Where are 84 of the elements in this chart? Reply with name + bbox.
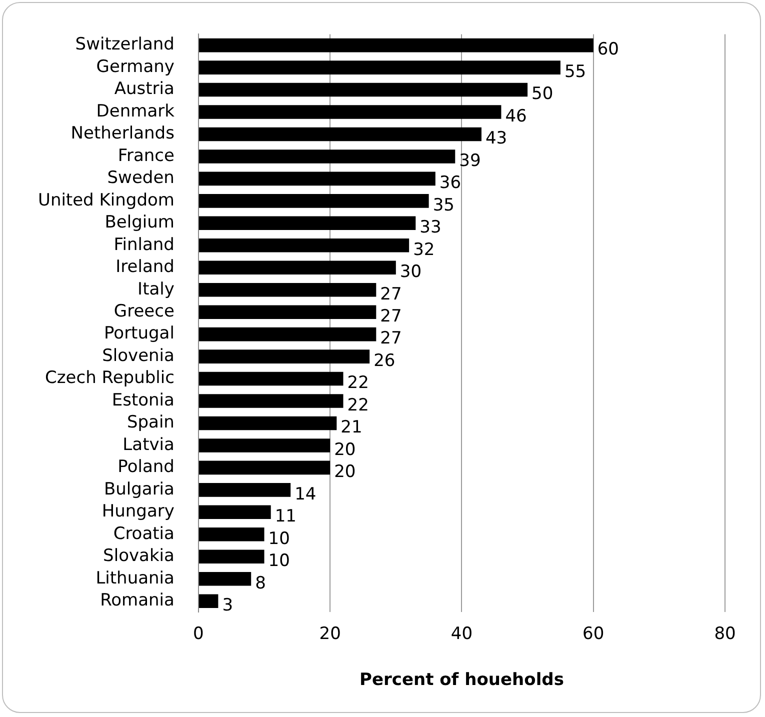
bar [198, 327, 376, 342]
data-label: 27 [380, 306, 402, 327]
x-tick-label: 40 [450, 624, 473, 644]
data-label: 21 [340, 418, 362, 438]
bar [198, 572, 252, 586]
data-label: 60 [597, 40, 620, 60]
data-label: 26 [374, 350, 396, 371]
y-tick-label: Portugal [104, 324, 174, 344]
data-label: 20 [334, 462, 356, 482]
data-label: 8 [255, 573, 266, 594]
y-tick-label: Germany [96, 56, 174, 77]
x-axis-title: Percent of houeholds [360, 670, 564, 690]
y-tick-label: Finland [114, 234, 174, 255]
y-tick-label: Netherlands [70, 124, 175, 144]
y-tick-label: Switzerland [75, 34, 174, 55]
data-label: 35 [432, 195, 454, 216]
data-label: 55 [564, 62, 586, 82]
data-label: 22 [347, 395, 369, 416]
y-tick-label: Spain [126, 412, 174, 433]
y-tick-label: Croatia [113, 524, 174, 544]
y-tick-label: Poland [118, 457, 174, 478]
y-tick-label: Belgium [104, 212, 174, 233]
bar [198, 216, 416, 230]
bar [198, 238, 410, 252]
data-label: 32 [413, 240, 435, 260]
y-tick-label: Ireland [116, 257, 174, 278]
bar [198, 528, 264, 542]
bar [198, 483, 291, 497]
bar [198, 282, 376, 297]
bar [198, 372, 344, 386]
data-label: 27 [380, 328, 402, 349]
bar [198, 127, 482, 142]
bar [198, 38, 594, 52]
x-tick-label: 80 [714, 624, 736, 644]
y-tick-label: United Kingdom [38, 190, 174, 210]
x-tick-label: 0 [193, 624, 204, 644]
bar [198, 394, 344, 408]
data-label: 20 [334, 440, 356, 460]
bar [198, 60, 560, 74]
bar [198, 416, 337, 430]
y-tick-label: Denmark [96, 101, 175, 122]
y-tick-label: Romania [100, 590, 174, 611]
y-tick-label: Austria [114, 79, 174, 100]
data-label: 27 [380, 284, 402, 304]
data-label: 11 [274, 506, 296, 527]
y-tick-label: Czech Republic [45, 368, 174, 388]
y-tick-label: Sweden [107, 168, 174, 188]
data-label: 33 [420, 218, 442, 238]
data-label: 10 [268, 528, 290, 549]
bar [198, 460, 330, 475]
y-tick-label: Latvia [122, 434, 174, 455]
y-tick-label: France [118, 146, 174, 166]
data-label: 14 [294, 484, 316, 504]
bar [198, 438, 330, 452]
y-tick-label: Slovenia [102, 346, 174, 366]
data-label: 30 [400, 262, 422, 282]
bar [198, 350, 370, 364]
bar [198, 305, 376, 319]
data-label: 22 [347, 373, 369, 394]
data-label: 10 [268, 551, 290, 572]
bar [198, 260, 396, 275]
bar [198, 194, 429, 208]
bar [198, 172, 436, 186]
y-tick-label: Lithuania [96, 568, 174, 588]
bar [198, 505, 271, 520]
y-tick-label: Slovakia [103, 546, 174, 566]
bar [198, 150, 456, 164]
bar [198, 594, 218, 608]
bar [198, 550, 264, 564]
data-label: 46 [505, 106, 527, 126]
y-tick-label: Italy [138, 279, 174, 300]
y-tick-label: Estonia [112, 390, 174, 410]
data-label: 43 [485, 128, 508, 149]
data-label: 39 [459, 150, 481, 171]
data-label: 50 [532, 84, 554, 104]
x-tick-label: 20 [319, 624, 341, 644]
bar [198, 82, 528, 97]
data-label: 3 [222, 596, 234, 616]
bar [198, 105, 502, 119]
y-tick-label: Hungary [102, 502, 174, 522]
y-tick-label: Bulgaria [104, 479, 174, 500]
y-tick-label: Greece [114, 302, 174, 322]
data-label: 36 [439, 173, 462, 194]
x-tick-label: 60 [582, 624, 604, 644]
